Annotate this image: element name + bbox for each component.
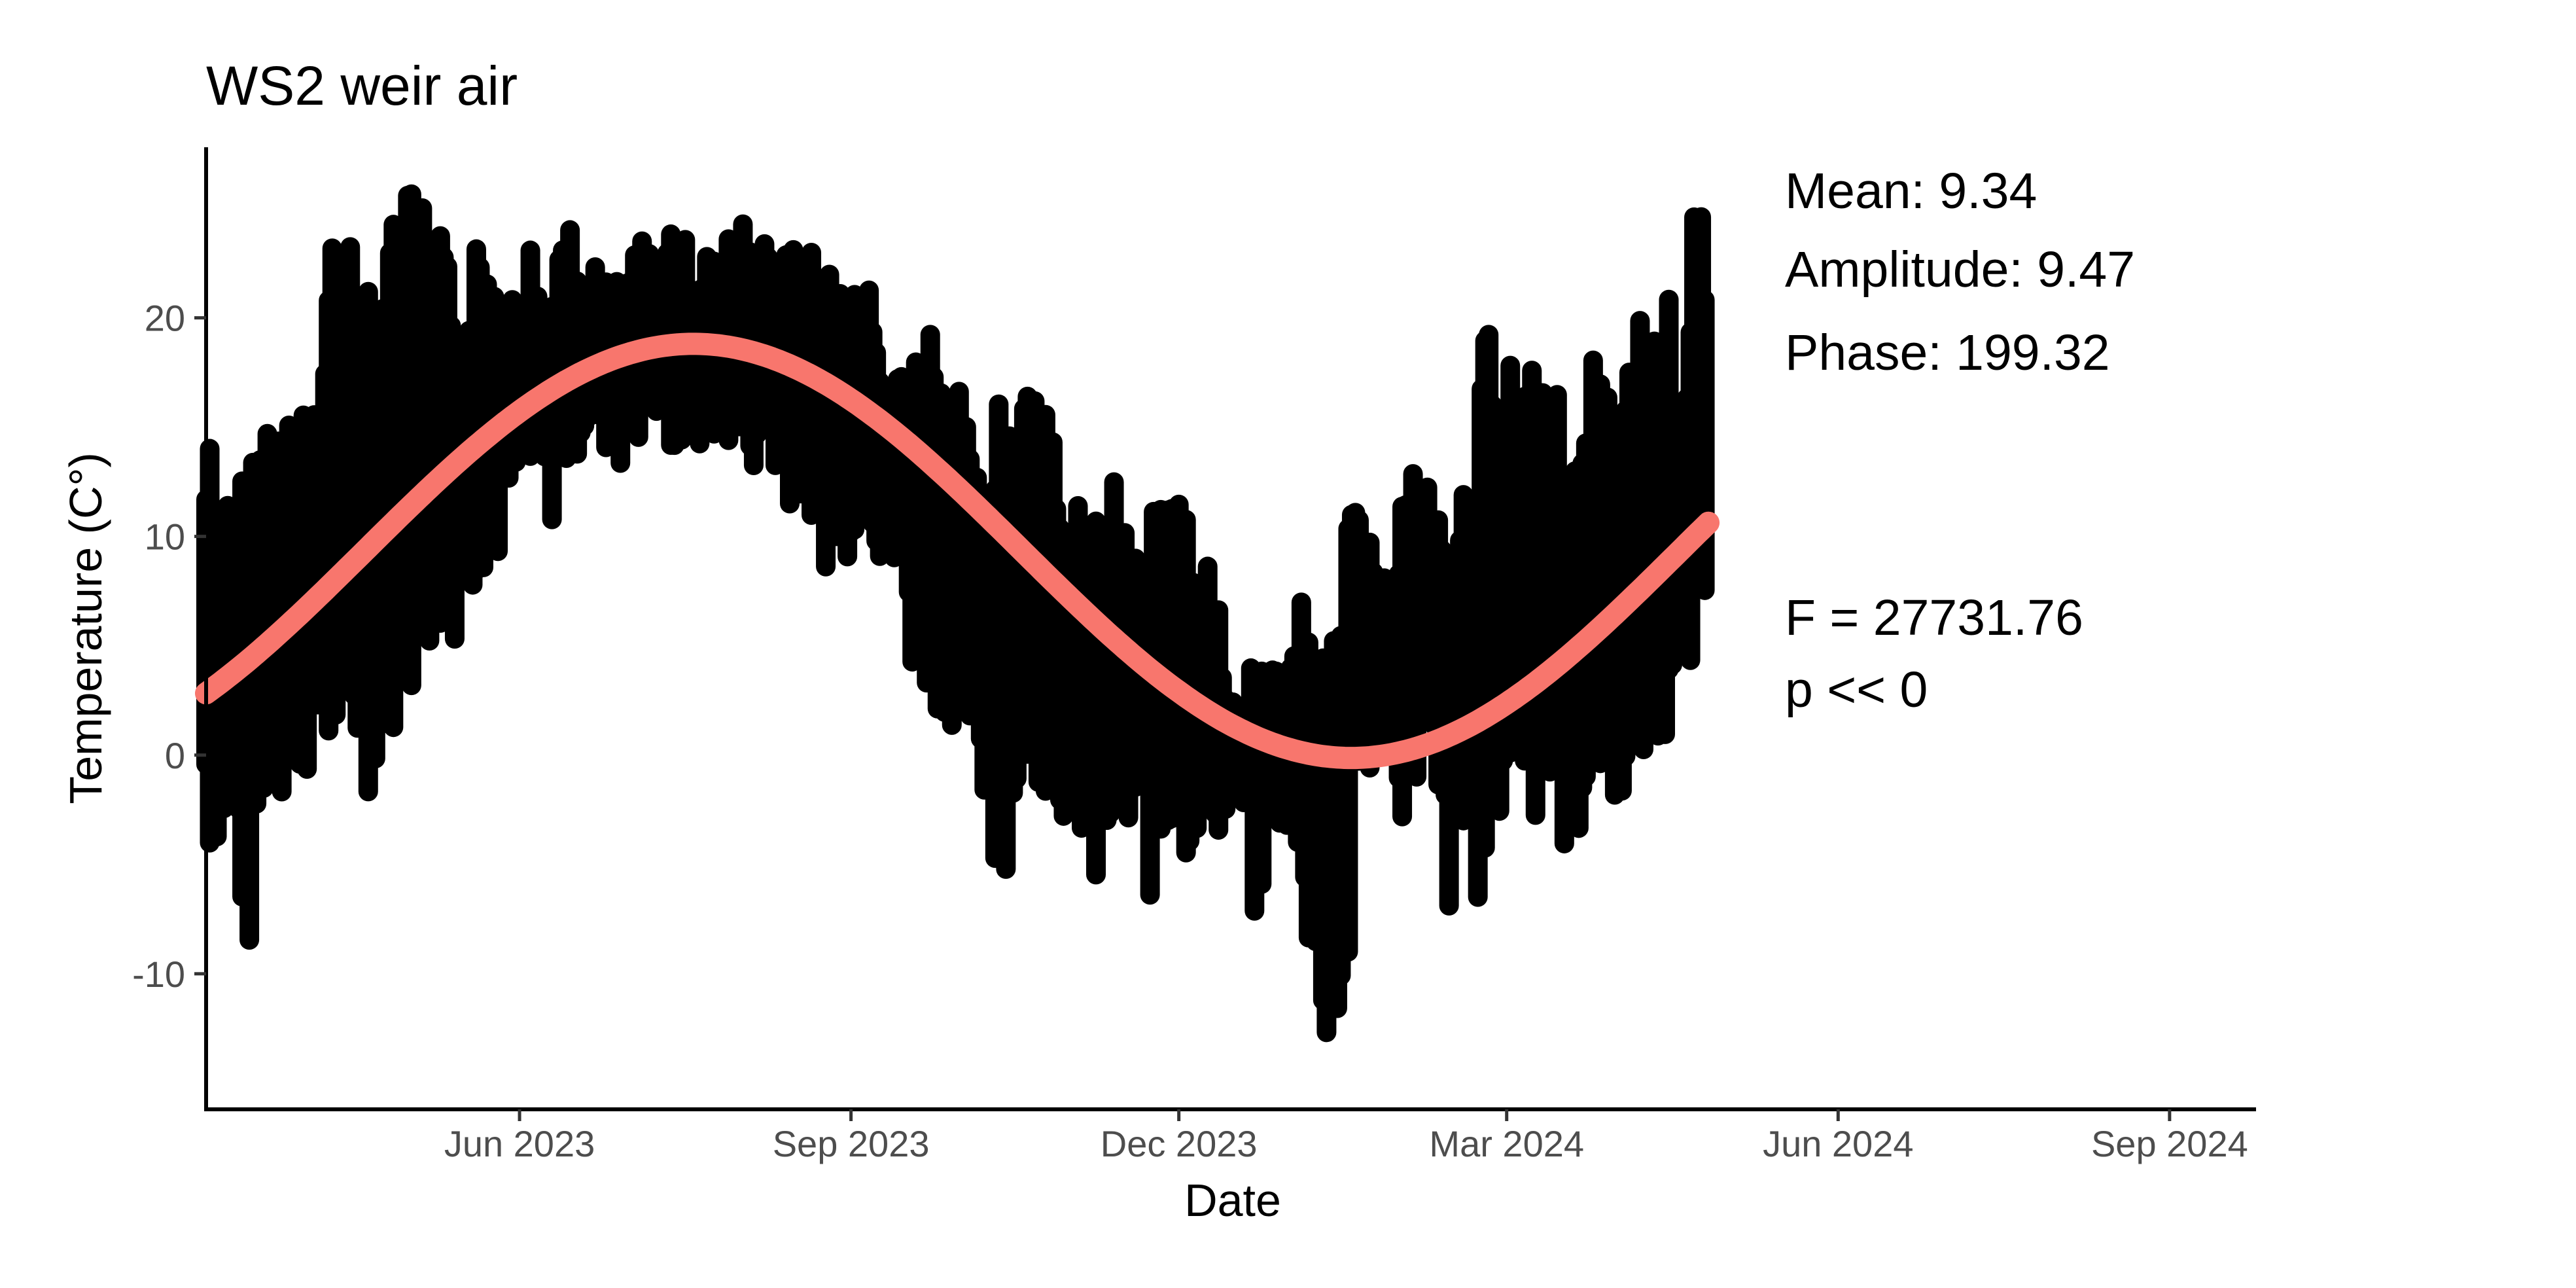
x-tick-label: Jun 2024: [1763, 1123, 1913, 1164]
y-tick-label: 10: [145, 516, 185, 558]
y-tick-label: 0: [165, 735, 185, 776]
y-axis-title: Temperature (C°): [60, 452, 111, 804]
x-tick-label: Mar 2024: [1429, 1123, 1584, 1164]
x-axis-title: Date: [1184, 1175, 1281, 1226]
x-axis-ticks: Jun 2023 Sep 2023 Dec 2023 Mar 2024 Jun 2024…: [444, 1109, 2248, 1164]
f-statistic-annotation: F = 27731.76: [1785, 590, 2083, 646]
x-tick-label: Dec 2023: [1101, 1123, 1258, 1164]
y-tick-label: -10: [132, 954, 185, 995]
amplitude-annotation: Amplitude: 9.47: [1785, 241, 2135, 298]
x-tick-label: Jun 2023: [444, 1123, 595, 1164]
observation-points: [196, 184, 1715, 1043]
y-tick-label: 20: [145, 298, 185, 339]
mean-annotation: Mean: 9.34: [1785, 163, 2037, 219]
chart-title: WS2 weir air: [206, 55, 518, 116]
fitted-curve-line: [195, 332, 1720, 770]
phase-annotation: Phase: 199.32: [1785, 325, 2110, 381]
fitted-curve: [195, 332, 1720, 770]
x-tick-label: Sep 2023: [773, 1123, 930, 1164]
x-tick-label: Sep 2024: [2091, 1123, 2248, 1164]
y-axis-ticks: -10 0 10 20: [132, 298, 206, 995]
p-value-annotation: p << 0: [1785, 662, 1928, 718]
